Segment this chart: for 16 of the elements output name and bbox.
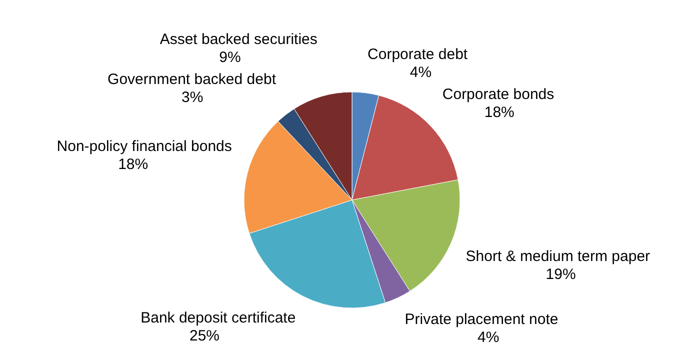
data-label: 9% bbox=[219, 49, 241, 66]
slice-label: Short & medium term paper bbox=[466, 248, 650, 266]
slice-label: Private placement note bbox=[404, 311, 558, 328]
slice-label: Asset backed securities bbox=[160, 31, 318, 48]
data-label: 25% bbox=[189, 327, 220, 344]
slice-label: Corporate debt bbox=[368, 46, 468, 63]
slice-label: Government backed debt bbox=[108, 71, 277, 88]
slice-label: Non-policy financial bonds bbox=[56, 138, 232, 156]
data-label: 18% bbox=[484, 104, 514, 121]
data-label: 18% bbox=[118, 156, 148, 174]
slice-label: Bank deposit certificate bbox=[140, 309, 296, 326]
data-label: 4% bbox=[410, 64, 432, 81]
data-label: 4% bbox=[478, 329, 500, 346]
slice-label: Corporate bonds bbox=[442, 86, 554, 103]
data-label: 3% bbox=[182, 89, 204, 106]
data-label: 19% bbox=[546, 266, 576, 284]
